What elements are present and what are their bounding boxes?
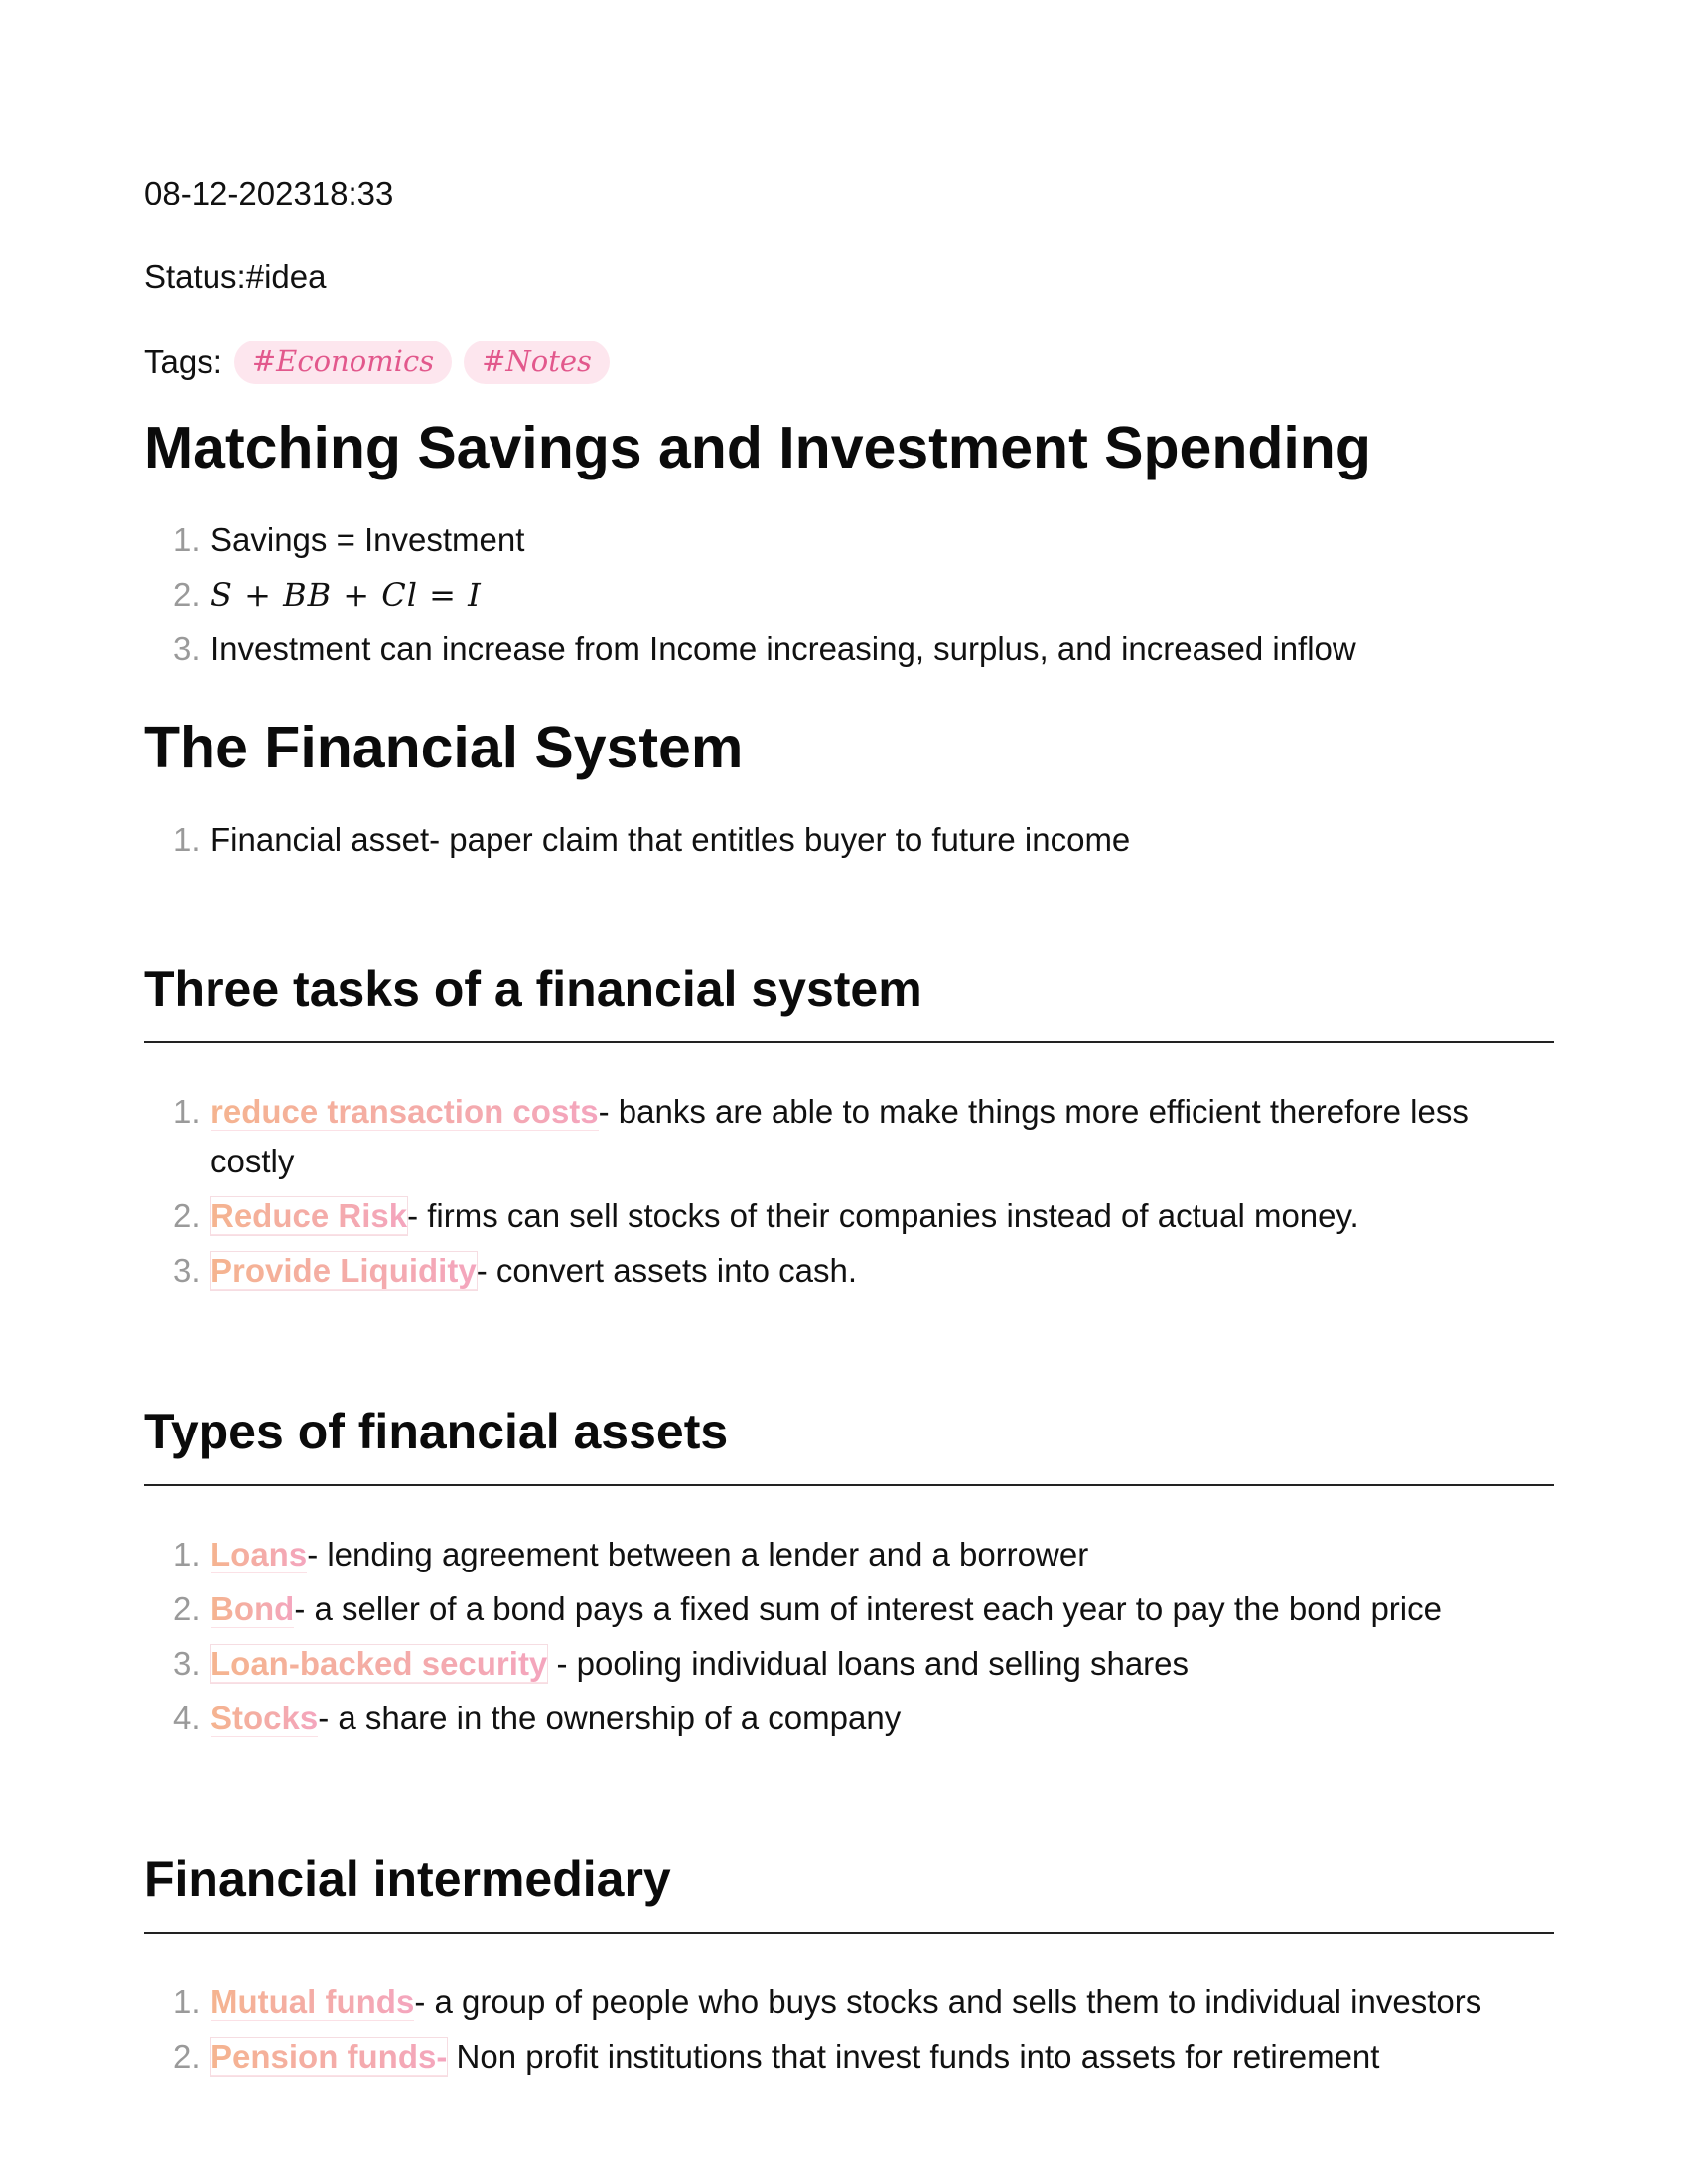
list-number: 3. xyxy=(173,1252,201,1289)
list-number: 1. xyxy=(173,1536,201,1572)
heading-divider xyxy=(144,1484,1554,1486)
tags-label: Tags: xyxy=(144,343,222,380)
list-number: 1. xyxy=(173,821,201,858)
list-text: Savings = Investment xyxy=(211,521,525,558)
list-item: 3. Loan-backed security - pooling indivi… xyxy=(144,1639,1554,1689)
highlight-term: Loans xyxy=(211,1536,308,1573)
heading-divider xyxy=(144,1041,1554,1043)
list-item: 2. Bond- a seller of a bond pays a fixed… xyxy=(144,1584,1554,1634)
list-text: - banks are able to make things more eff… xyxy=(211,1093,1469,1179)
heading-three-tasks: Three tasks of a financial system xyxy=(144,961,922,1017)
list-three-tasks: 1. reduce transaction costs- banks are a… xyxy=(144,1087,1554,1296)
highlight-term: Mutual funds xyxy=(211,1983,415,2021)
heading-financial-system: The Financial System xyxy=(144,715,744,780)
list-item: 1. Mutual funds- a group of people who b… xyxy=(144,1978,1554,2027)
list-item: 2. S + BB + Cl = I xyxy=(144,570,1554,619)
list-number: 3. xyxy=(173,1645,201,1682)
datetime: 08-12-202318:33 xyxy=(144,175,394,211)
heading-divider xyxy=(144,1932,1554,1934)
tags-row: Tags: #Economics #Notes xyxy=(144,341,1554,384)
list-number: 2. xyxy=(173,1197,201,1234)
list-number: 4. xyxy=(173,1700,201,1736)
list-text: - a share in the ownership of a company xyxy=(318,1700,902,1736)
math-equation: S + BB + Cl = I xyxy=(211,576,482,614)
list-item: 1. Financial asset- paper claim that ent… xyxy=(144,815,1554,865)
list-text: - pooling individual loans and selling s… xyxy=(547,1645,1190,1682)
highlight-term: Reduce Risk xyxy=(209,1196,409,1236)
highlight-term: Bond xyxy=(211,1590,295,1628)
list-number: 1. xyxy=(173,1983,201,2020)
list-text: - convert assets into cash. xyxy=(476,1252,858,1289)
heading-matching-savings: Matching Savings and Investment Spending xyxy=(144,415,1371,480)
list-item: 2. Pension funds- Non profit institution… xyxy=(144,2032,1554,2082)
tag-notes[interactable]: #Notes xyxy=(464,341,610,384)
list-text: - lending agreement between a lender and… xyxy=(307,1536,1089,1572)
list-number: 1. xyxy=(173,521,201,558)
list-text: Financial asset- paper claim that entitl… xyxy=(211,821,1131,858)
highlight-term: Loan-backed security xyxy=(209,1644,549,1684)
list-text: - a seller of a bond pays a fixed sum of… xyxy=(294,1590,1442,1627)
list-item: 2. Reduce Risk- firms can sell stocks of… xyxy=(144,1191,1554,1241)
highlight-term: Provide Liquidity xyxy=(210,1251,478,1291)
list-number: 2. xyxy=(173,576,201,613)
list-item: 3. Investment can increase from Income i… xyxy=(144,624,1554,674)
list-item: 1. reduce transaction costs- banks are a… xyxy=(144,1087,1554,1186)
tag-economics[interactable]: #Economics xyxy=(233,341,453,384)
list-financial-system: 1. Financial asset- paper claim that ent… xyxy=(144,815,1554,865)
list-item: 1. Loans- lending agreement between a le… xyxy=(144,1530,1554,1579)
list-matching-savings: 1. Savings = Investment 2. S + BB + Cl =… xyxy=(144,515,1554,674)
list-financial-intermediary: 1. Mutual funds- a group of people who b… xyxy=(144,1978,1554,2082)
list-number: 2. xyxy=(173,2038,201,2075)
list-number: 3. xyxy=(173,630,201,667)
status-line: Status:#idea xyxy=(144,258,327,295)
heading-financial-intermediary: Financial intermediary xyxy=(144,1851,671,1907)
list-text: - firms can sell stocks of their compani… xyxy=(407,1197,1359,1234)
list-text: Investment can increase from Income incr… xyxy=(211,630,1356,667)
highlight-term: Stocks xyxy=(211,1700,319,1737)
list-types-of-assets: 1. Loans- lending agreement between a le… xyxy=(144,1530,1554,1743)
list-number: 1. xyxy=(173,1093,201,1130)
list-item: 3. Provide Liquidity- convert assets int… xyxy=(144,1246,1554,1296)
list-item: 4. Stocks- a share in the ownership of a… xyxy=(144,1694,1554,1743)
list-item: 1. Savings = Investment xyxy=(144,515,1554,565)
list-number: 2. xyxy=(173,1590,201,1627)
highlight-term: reduce transaction costs xyxy=(211,1093,599,1131)
list-text: Non profit institutions that invest fund… xyxy=(447,2038,1380,2075)
highlight-term: Pension funds- xyxy=(209,2037,449,2077)
note-content: 08-12-202318:33 Status:#idea Tags: #Econ… xyxy=(144,174,1554,2087)
list-text: - a group of people who buys stocks and … xyxy=(414,1983,1482,2020)
heading-types-of-assets: Types of financial assets xyxy=(144,1404,729,1459)
